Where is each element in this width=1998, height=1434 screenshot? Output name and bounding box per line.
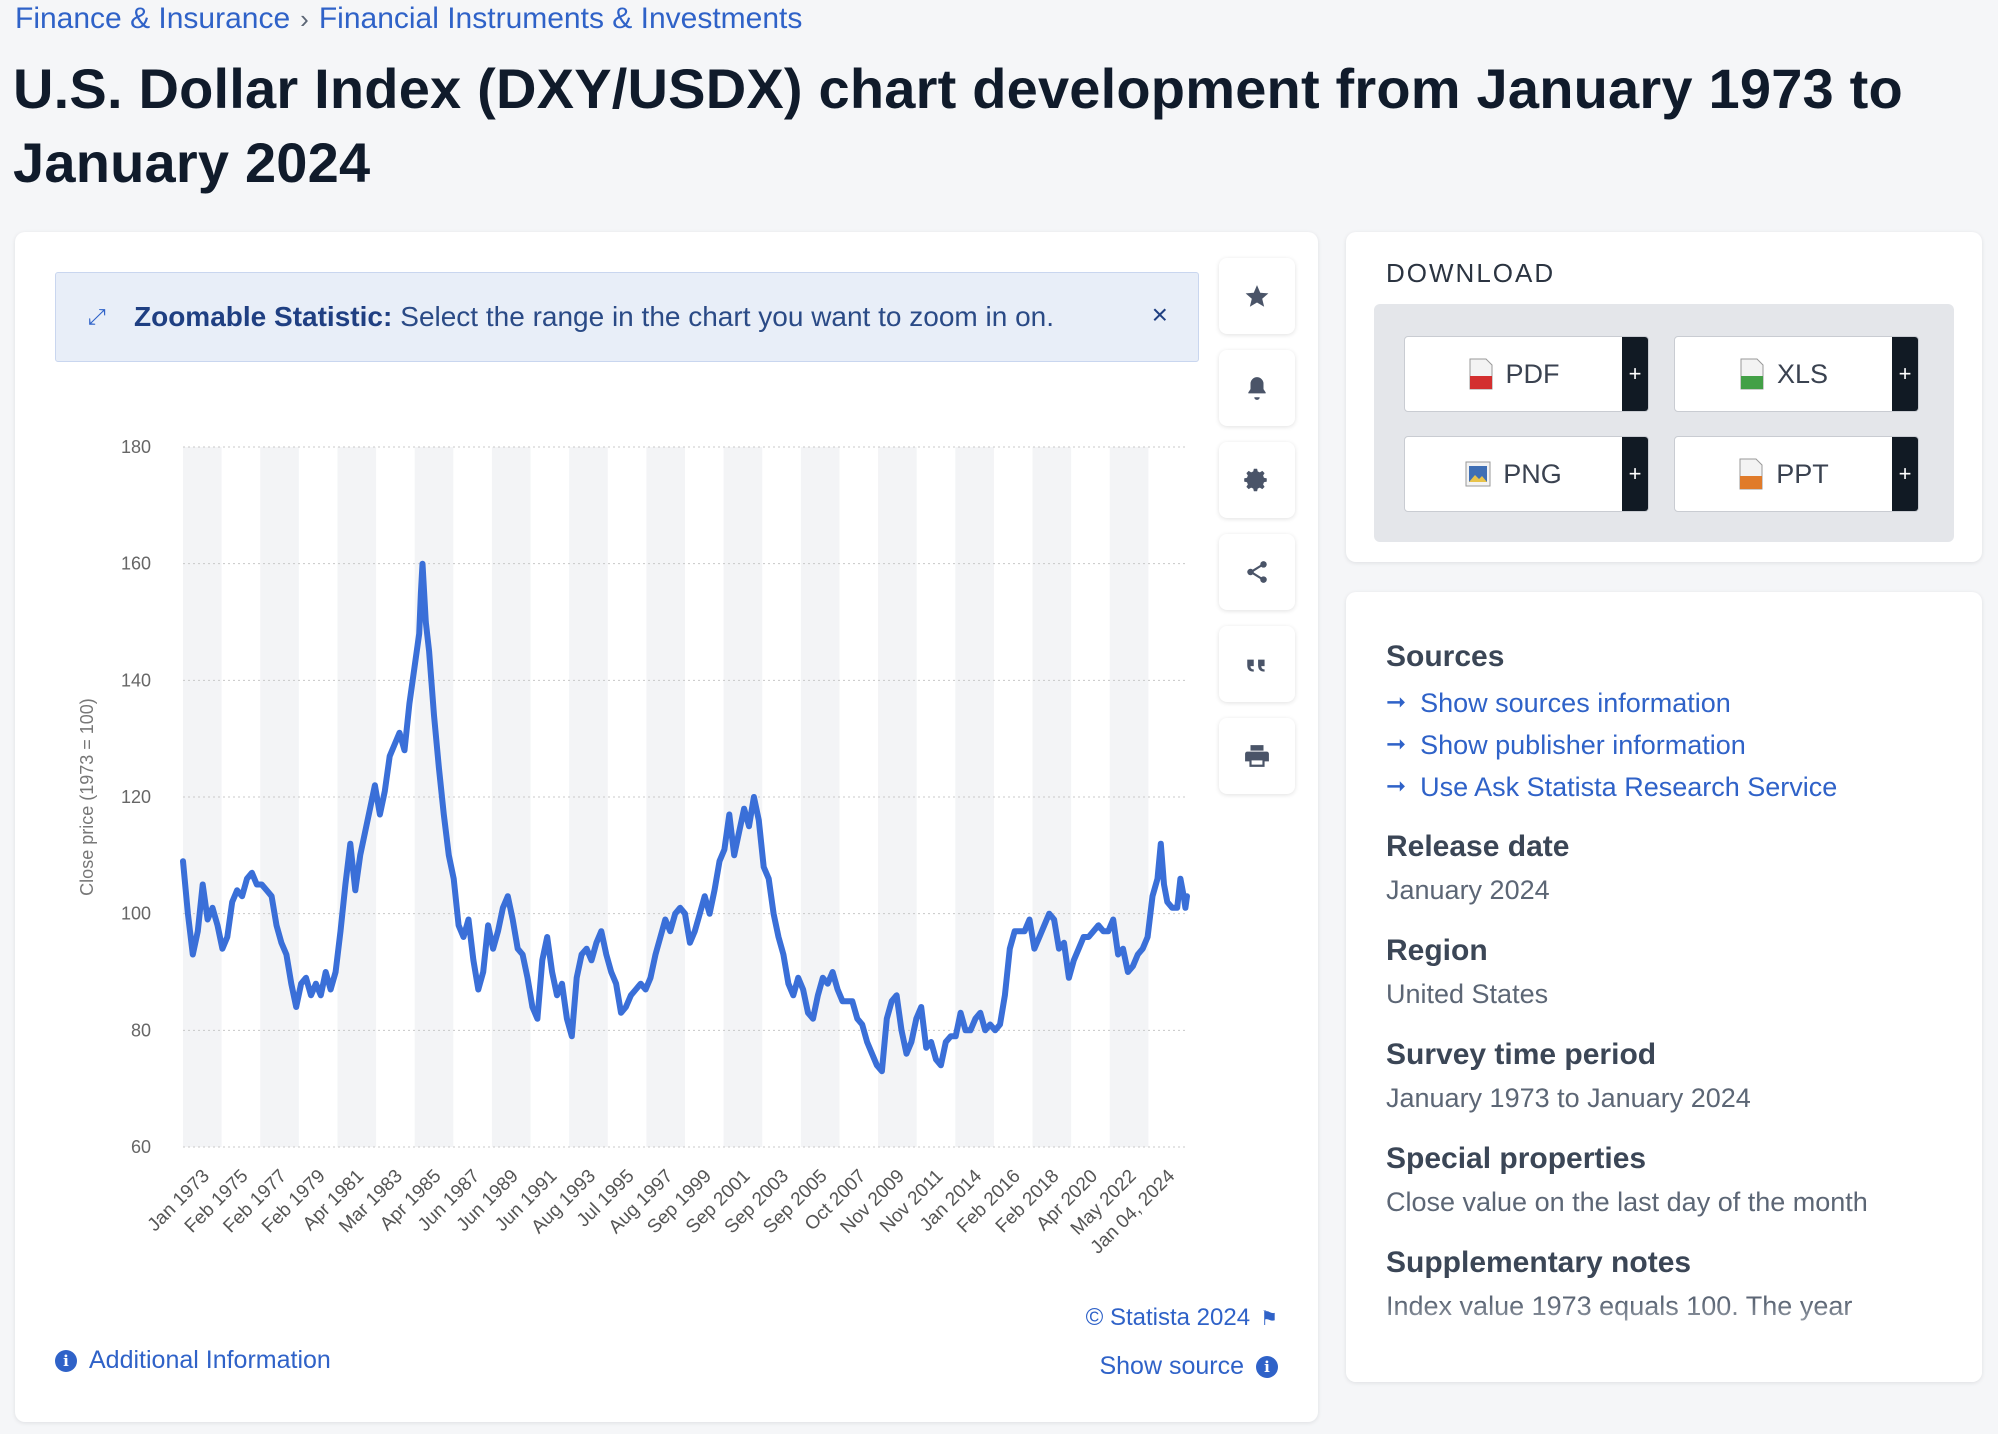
additional-information-link[interactable]: i Additional Information	[55, 1346, 331, 1375]
show-source-link[interactable]: Show source i	[1099, 1352, 1278, 1381]
cite-button[interactable]	[1219, 626, 1295, 702]
survey-period-heading: Survey time period	[1386, 1038, 1657, 1071]
y-tick-label: 140	[121, 670, 151, 690]
arrow-right-icon: ➞	[1386, 689, 1407, 716]
download-xls-label: XLS	[1776, 358, 1829, 389]
special-properties-value: Close value on the last day of the month	[1386, 1187, 1868, 1217]
download-card: DOWNLOAD PDF + XLS + PNG +	[1346, 232, 1982, 562]
series-line	[180, 560, 1190, 1075]
download-pdf-button[interactable]: PDF +	[1404, 336, 1649, 412]
download-ppt-label: PPT	[1776, 458, 1829, 489]
bell-icon	[1248, 377, 1266, 400]
additional-information-label: Additional Information	[89, 1346, 331, 1374]
copyright-text: © Statista 2024	[1085, 1304, 1251, 1331]
download-png-plus[interactable]: +	[1622, 437, 1648, 511]
breadcrumb-link-instruments[interactable]: Financial Instruments & Investments	[318, 2, 803, 35]
favorite-button[interactable]	[1219, 258, 1295, 334]
breadcrumb-link-finance[interactable]: Finance & Insurance	[15, 2, 291, 35]
show-publisher-label: Show publisher information	[1420, 730, 1746, 760]
breadcrumb: Finance & Insurance › Financial Instrume…	[15, 2, 802, 36]
xls-file-icon	[1740, 358, 1764, 390]
chart-card: ⤢ Zoomable Statistic: Select the range i…	[15, 232, 1318, 1422]
y-tick-label: 180	[121, 437, 151, 457]
breadcrumb-separator: ›	[300, 3, 309, 34]
download-title: DOWNLOAD	[1386, 258, 1556, 288]
arrow-right-icon: ➞	[1386, 731, 1407, 758]
info-icon: i	[55, 1349, 77, 1372]
download-ppt-plus[interactable]: +	[1892, 437, 1918, 511]
zoom-banner: ⤢ Zoomable Statistic: Select the range i…	[55, 272, 1199, 362]
download-pdf-label: PDF	[1505, 358, 1560, 389]
y-axis-title: Close price (1973 = 100)	[77, 698, 97, 896]
sources-heading: Sources	[1386, 640, 1505, 673]
special-properties-heading: Special properties	[1386, 1142, 1647, 1175]
zoom-banner-text: Select the range in the chart you want t…	[400, 301, 1054, 332]
expand-icon: ⤢	[88, 304, 106, 329]
download-xls-plus[interactable]: +	[1892, 337, 1918, 411]
print-icon	[1245, 745, 1269, 767]
survey-period-value: January 1973 to January 2024	[1386, 1083, 1751, 1113]
y-tick-label: 120	[121, 787, 151, 807]
quote-icon	[1247, 659, 1265, 672]
download-png-button[interactable]: PNG +	[1404, 436, 1649, 512]
y-tick-label: 100	[121, 904, 151, 924]
show-publisher-link[interactable]: ➞ Show publisher information	[1386, 724, 1956, 766]
download-panel: PDF + XLS + PNG + PPT +	[1374, 304, 1954, 542]
line-chart[interactable]: 60 80 100 120 140 160 180 Close price (1973 = 1…	[15, 382, 1215, 1262]
copyright-notice[interactable]: © Statista 2024 ⚑	[1086, 1304, 1278, 1332]
notification-button[interactable]	[1219, 350, 1295, 426]
download-xls-button[interactable]: XLS +	[1674, 336, 1919, 412]
y-tick-label: 160	[121, 554, 151, 574]
flag-icon: ⚑	[1260, 1307, 1278, 1330]
download-pdf-plus[interactable]: +	[1622, 337, 1648, 411]
pdf-file-icon	[1469, 358, 1492, 390]
settings-button[interactable]	[1219, 442, 1295, 518]
research-service-label: Use Ask Statista Research Service	[1420, 772, 1838, 802]
png-file-icon	[1465, 461, 1491, 487]
y-tick-label: 60	[131, 1137, 151, 1157]
share-button[interactable]	[1219, 534, 1295, 610]
region-value: United States	[1386, 979, 1549, 1009]
download-png-label: PNG	[1503, 458, 1562, 489]
supplementary-notes-heading: Supplementary notes	[1386, 1246, 1692, 1279]
info-icon: i	[1256, 1355, 1278, 1378]
arrow-right-icon: ➞	[1386, 773, 1407, 800]
fade-overlay	[1346, 1302, 1982, 1382]
page-title: U.S. Dollar Index (DXY/USDX) chart devel…	[13, 57, 1903, 194]
gear-icon	[1244, 468, 1267, 492]
show-source-label: Show source	[1099, 1352, 1244, 1380]
info-card: Sources ➞ Show sources information ➞ Show …	[1346, 592, 1982, 1382]
show-sources-link[interactable]: ➞ Show sources information	[1386, 682, 1956, 724]
star-icon	[1245, 285, 1269, 307]
y-tick-label: 80	[131, 1020, 151, 1040]
release-date-heading: Release date	[1386, 830, 1570, 863]
release-date-value: January 2024	[1386, 875, 1550, 905]
close-icon[interactable]: ×	[1151, 299, 1168, 330]
print-button[interactable]	[1219, 718, 1295, 794]
show-sources-label: Show sources information	[1420, 688, 1731, 718]
research-service-link[interactable]: ➞ Use Ask Statista Research Service	[1386, 766, 1956, 808]
share-icon	[1247, 561, 1267, 583]
region-heading: Region	[1386, 934, 1488, 967]
zoom-banner-label: Zoomable Statistic:	[134, 301, 393, 332]
ppt-file-icon	[1739, 458, 1763, 490]
download-ppt-button[interactable]: PPT +	[1674, 436, 1919, 512]
